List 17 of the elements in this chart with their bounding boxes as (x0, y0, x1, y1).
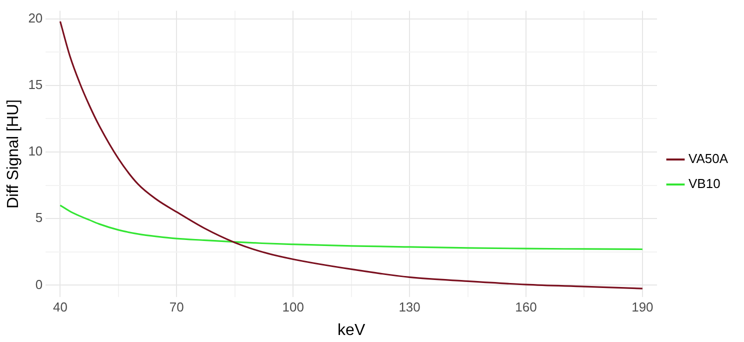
legend-label: VA50A (688, 151, 728, 166)
x-tick-label: 190 (632, 300, 654, 315)
y-tick-label: 0 (35, 276, 43, 292)
line-series (59, 20, 644, 290)
y-tick-label: 5 (35, 210, 43, 226)
x-tick-label: 160 (515, 300, 537, 315)
y-tick-label: 15 (28, 76, 43, 92)
legend-label: VB10 (688, 176, 720, 192)
line-series (59, 204, 644, 250)
x-axis-title: keV (338, 322, 366, 339)
x-tick-label: 100 (282, 300, 304, 315)
x-tick-label: 40 (52, 300, 68, 315)
y-axis-title: Diff Signal [HU] (5, 99, 22, 209)
y-tick-label: 10 (28, 144, 43, 159)
x-tick-label: 130 (398, 300, 420, 315)
y-tick-label: 20 (28, 10, 43, 26)
x-tick-label: 70 (169, 300, 184, 315)
